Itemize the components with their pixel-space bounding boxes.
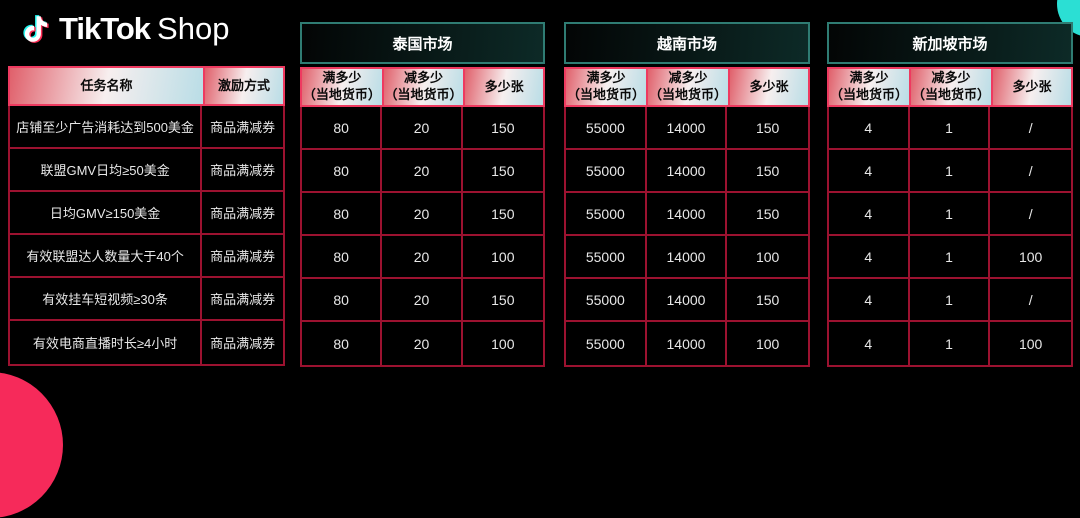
col-header-min-spend: 满多少 （当地货币） bbox=[827, 67, 909, 107]
pink-circle-decoration bbox=[0, 372, 63, 518]
market-value-cell: / bbox=[990, 107, 1071, 150]
market-value-cell: 20 bbox=[382, 322, 463, 365]
market-value-cell: 100 bbox=[755, 335, 780, 352]
task-cell: 有效挂车短视频≥30条 bbox=[10, 278, 203, 321]
col-header-min-spend: 满多少 （当地货币） bbox=[564, 67, 646, 107]
market-value-cell: 20 bbox=[382, 279, 463, 322]
market-value-cell: 55000 bbox=[566, 279, 647, 322]
tiktok-shop-logo: TikTok Shop bbox=[20, 11, 229, 47]
market-value-cell: / bbox=[990, 150, 1071, 193]
market-title: 越南市场 bbox=[564, 22, 810, 64]
market-value-cell: 55000 bbox=[566, 150, 647, 193]
market-value-cell: 4 bbox=[829, 107, 910, 150]
market-table-vietnam: 越南市场 满多少 （当地货币） 减多少 （当地货币） 多少张 55000 14000… bbox=[564, 22, 810, 367]
market-value-cell: 80 bbox=[302, 322, 383, 365]
tiktok-note-icon bbox=[20, 11, 52, 47]
market-value-cell: 150 bbox=[727, 150, 808, 193]
market-value-cell: 20 bbox=[382, 193, 463, 236]
market-value-cell: 150 bbox=[727, 279, 808, 322]
market-body: 4 1 / 4 1 / 4 1 / 4 1 100 4 1 / 4 1 100 bbox=[827, 107, 1073, 367]
market-value-cell: 20 bbox=[382, 107, 463, 150]
task-table-header: 任务名称 激励方式 bbox=[8, 66, 285, 106]
market-value-cell: 150 bbox=[462, 279, 543, 322]
market-value-cell: 4 bbox=[829, 236, 910, 279]
market-value-cell: 150 bbox=[462, 193, 543, 236]
market-value-cell: 55000 bbox=[566, 107, 647, 150]
market-value-cell: 80 bbox=[302, 193, 383, 236]
market-value-cell: 4 bbox=[829, 193, 910, 236]
market-value-cell: 1 bbox=[909, 236, 991, 279]
task-table-body: 店铺至少广告消耗达到500美金 商品满减券 联盟GMV日均≥50美金 商品满减券… bbox=[8, 106, 285, 366]
task-cell: 联盟GMV日均≥50美金 bbox=[10, 149, 203, 192]
market-table-singapore: 新加坡市场 满多少 （当地货币） 减多少 （当地货币） 多少张 4 1 / 4 1 … bbox=[827, 22, 1073, 367]
market-value-cell: 100 bbox=[990, 236, 1071, 279]
col-header-quantity: 多少张 bbox=[728, 67, 810, 107]
task-cell: 有效电商直播时长≥4小时 bbox=[10, 321, 203, 364]
market-value-cell: 14000 bbox=[646, 150, 728, 193]
incentive-cell: 商品满减券 bbox=[202, 106, 283, 149]
market-table-thailand: 泰国市场 满多少 （当地货币） 减多少 （当地货币） 多少张 80 20 150 8… bbox=[300, 22, 545, 367]
market-value-cell: 80 bbox=[302, 236, 383, 279]
col-header-discount: 减多少 （当地货币） bbox=[646, 67, 728, 107]
market-value-cell: 1 bbox=[909, 150, 991, 193]
market-value-cell: 55000 bbox=[566, 236, 647, 279]
market-value-cell: 14000 bbox=[646, 193, 728, 236]
market-value-cell: 4 bbox=[829, 279, 910, 322]
market-value-cell: 20 bbox=[382, 150, 463, 193]
task-name-header: 任务名称 bbox=[8, 66, 203, 106]
logo-text: TikTok Shop bbox=[59, 11, 229, 47]
incentive-cell: 商品满减券 bbox=[202, 192, 283, 235]
market-value-cell: 100 bbox=[727, 236, 808, 279]
market-header: 满多少 （当地货币） 减多少 （当地货币） 多少张 bbox=[827, 67, 1073, 107]
logo-suffix: Shop bbox=[157, 11, 230, 46]
market-value-cell: 150 bbox=[727, 107, 808, 150]
logo-brand: TikTok bbox=[59, 11, 151, 46]
market-value-cell: 14000 bbox=[646, 107, 728, 150]
market-value-cell: 100 bbox=[491, 335, 515, 352]
col-header-min-spend: 满多少 （当地货币） bbox=[300, 67, 382, 107]
market-body: 80 20 150 80 20 150 80 20 150 80 20 100 … bbox=[300, 107, 545, 367]
market-value-cell: 14000 bbox=[647, 322, 728, 365]
col-header-quantity: 多少张 bbox=[463, 67, 545, 107]
market-value-cell: 55000 bbox=[566, 193, 647, 236]
market-value-cell: 14000 bbox=[646, 236, 728, 279]
market-value-cell: 14000 bbox=[646, 279, 728, 322]
incentive-cell: 商品满减券 bbox=[202, 149, 283, 192]
market-value-cell: 20 bbox=[382, 236, 463, 279]
task-cell: 店铺至少广告消耗达到500美金 bbox=[10, 106, 203, 149]
task-cell: 有效联盟达人数量大于40个 bbox=[10, 235, 203, 278]
col-header-quantity: 多少张 bbox=[991, 67, 1073, 107]
market-value-cell: / bbox=[990, 279, 1071, 322]
col-header-discount: 减多少 （当地货币） bbox=[909, 67, 991, 107]
incentive-header: 激励方式 bbox=[203, 66, 285, 106]
market-value-cell: 1 bbox=[909, 279, 991, 322]
market-value-cell: 1 bbox=[910, 322, 991, 365]
market-header: 满多少 （当地货币） 减多少 （当地货币） 多少张 bbox=[564, 67, 810, 107]
market-value-cell: 1 bbox=[909, 193, 991, 236]
market-value-cell: 150 bbox=[727, 193, 808, 236]
market-title: 泰国市场 bbox=[300, 22, 545, 64]
col-header-discount: 减多少 （当地货币） bbox=[381, 67, 464, 107]
market-header: 满多少 （当地货币） 减多少 （当地货币） 多少张 bbox=[300, 67, 545, 107]
market-value-cell: 100 bbox=[462, 236, 543, 279]
market-value-cell: 80 bbox=[302, 107, 383, 150]
market-value-cell: 4 bbox=[829, 150, 910, 193]
market-value-cell: 4 bbox=[829, 322, 910, 365]
task-table: 任务名称 激励方式 店铺至少广告消耗达到500美金 商品满减券 联盟GMV日均≥… bbox=[8, 66, 285, 366]
task-cell: 日均GMV≥150美金 bbox=[10, 192, 203, 235]
market-value-cell: 100 bbox=[1018, 335, 1043, 352]
market-value-cell: 80 bbox=[302, 150, 383, 193]
market-value-cell: / bbox=[990, 193, 1071, 236]
market-title: 新加坡市场 bbox=[827, 22, 1073, 64]
incentive-cell: 商品满减券 bbox=[202, 235, 283, 278]
market-value-cell: 150 bbox=[462, 107, 543, 150]
incentive-cell: 商品满减券 bbox=[210, 336, 276, 351]
incentive-cell: 商品满减券 bbox=[202, 278, 283, 321]
market-body: 55000 14000 150 55000 14000 150 55000 14… bbox=[564, 107, 810, 367]
market-value-cell: 80 bbox=[302, 279, 383, 322]
market-value-cell: 1 bbox=[909, 107, 991, 150]
market-value-cell: 55000 bbox=[566, 322, 647, 365]
market-value-cell: 150 bbox=[462, 150, 543, 193]
